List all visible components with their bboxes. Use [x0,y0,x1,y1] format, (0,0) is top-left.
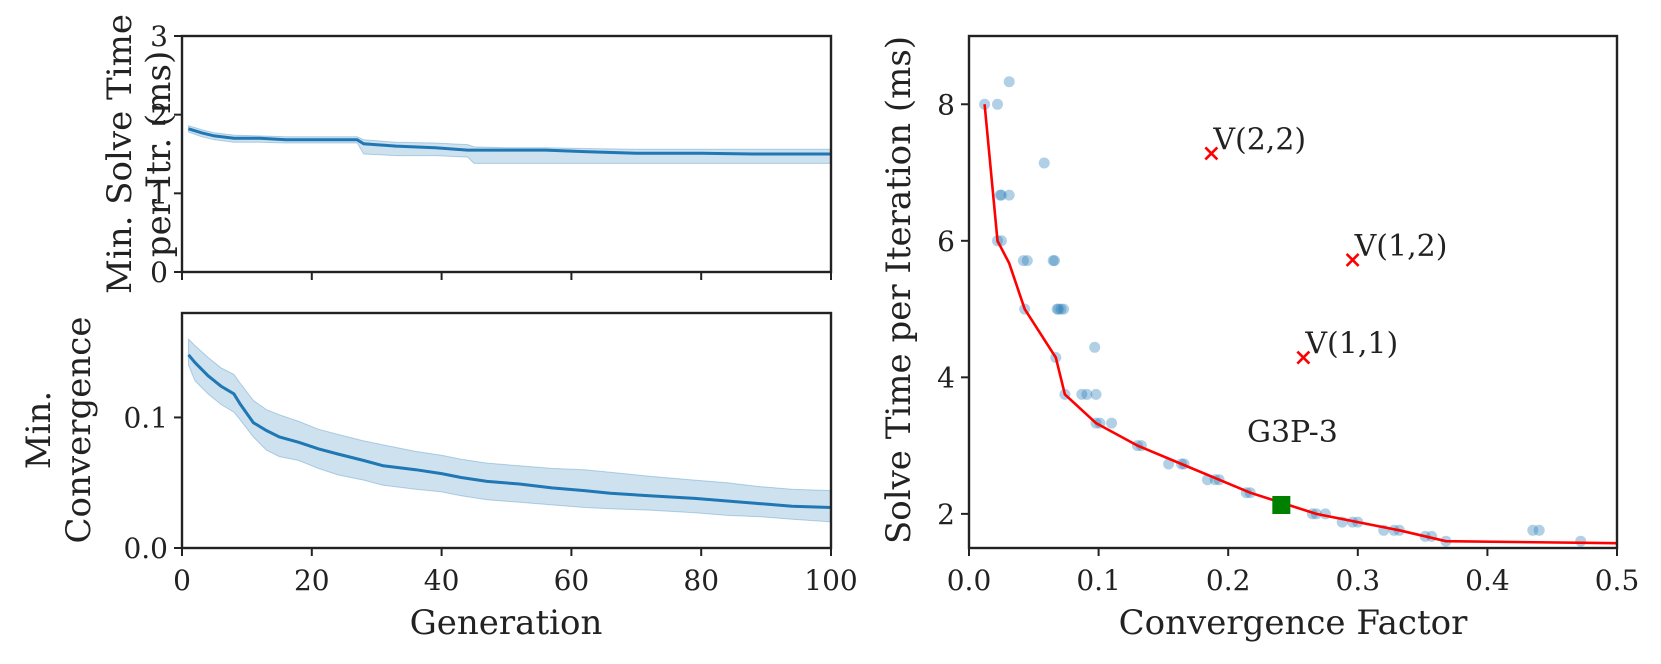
right-xtick-label: 0.4 [1465,564,1510,597]
bottom-axes-ticks: 0 20 40 60 80 100 0.0 0.1 [123,401,857,597]
bottom-axes-frame [180,311,833,550]
scatter-point [1090,388,1102,400]
x-marker-stroke [1204,146,1219,161]
scatter-point [992,98,1003,110]
bottom-ylabel-line2: Convergence [59,317,99,544]
bottom-xtick-label: 60 [554,564,590,597]
scatter-point [1106,417,1118,429]
right-xtick-label: 0.0 [947,564,992,597]
marker-v11: V(1,1) [1296,327,1398,365]
top-axes-ticks: 0 1 2 3 [150,20,832,289]
top-ytick-label: 0 [150,256,168,289]
scatter-point [1527,524,1539,536]
highlight-label: G3P-3 [1247,415,1338,450]
top-axes-frame [180,34,833,274]
bottom-xtick-label: 20 [294,564,330,597]
marker-v22: V(2,2) [1204,122,1306,161]
bottom-xlabel: Generation [410,603,603,643]
scatter-point [1003,76,1015,88]
solve-time-confidence-band [188,125,832,164]
scatter-point [994,189,1006,201]
right-axes-ticks: 0.0 0.1 0.2 0.3 0.4 0.5 2 4 6 8 [937,88,1639,597]
bottom-xtick-label: 80 [683,564,719,597]
right-xtick-label: 0.2 [1206,564,1251,597]
right-axes-frame [967,34,1619,550]
panel-pareto-scatter: V(2,2)V(1,2)V(1,1)G3P-3 0.0 0.1 0.2 0.3 0.4 0… [879,34,1639,643]
bottom-xtick-label: 0 [173,564,191,597]
scatter-point [1003,189,1015,201]
scatter-point [1021,255,1033,267]
right-ytick-label: 4 [937,361,955,394]
scatter-point [1533,524,1545,536]
scatter-point [1163,458,1175,470]
right-xtick-label: 0.5 [1595,564,1640,597]
top-ytick-label: 3 [150,20,168,53]
scatter-point [1038,157,1050,169]
scatter-point [1081,388,1093,400]
convergence-confidence-band [188,337,832,523]
top-ylabel-line2: per Itr. (ms) [139,51,179,257]
scatter-point [1051,303,1063,315]
right-ylabel: Solve Time per Iteration (ms) [879,36,919,544]
scatter-point [1575,535,1587,547]
top-ylabel-line1: Min. Solve Time [100,14,140,294]
bottom-ylabel-line1: Min. [19,391,59,469]
marker-v12: V(1,2) [1345,229,1448,267]
right-ytick-label: 6 [937,225,955,258]
right-xtick-label: 0.3 [1336,564,1381,597]
scatter-point [1047,255,1059,267]
scatter-point [1052,303,1064,315]
pareto-front-line [983,104,1618,545]
marker-label: V(2,2) [1212,122,1306,157]
annotated-markers: V(2,2) V(1,2) V(1,1) G3P-3 [1204,122,1448,514]
bottom-xtick-label: 40 [424,564,460,597]
solve-time-mean-line [188,127,831,156]
convergence-mean-line [187,353,832,509]
x-marker-stroke [1345,252,1360,267]
bottom-xtick-label: 100 [804,564,857,597]
right-xtick-label: 0.1 [1076,564,1121,597]
scatter-point [1049,255,1060,267]
bottom-ytick-label: 0.1 [123,401,168,434]
scatter-point [1076,388,1088,400]
panel-min-solve-time: 0 1 2 3 Min. Solve Time per Itr. (ms) [100,14,833,294]
top-ytick-label: 1 [150,177,168,210]
scatter-point [1017,255,1029,267]
scatter-point [995,189,1007,201]
top-ytick-label: 2 [150,99,168,132]
highlight-square-marker [1272,495,1291,514]
scatter-point [1089,341,1101,353]
marker-label: V(1,2) [1354,229,1448,264]
right-ytick-label: 2 [937,498,955,531]
right-ytick-label: 8 [937,88,955,121]
right-xlabel: Convergence Factor [1119,603,1468,643]
scatter-point [1058,303,1070,315]
marker-label: V(1,1) [1304,327,1398,362]
panel-min-convergence: 0 20 40 60 80 100 0.0 0.1 Min. Convergence Gene… [19,311,858,643]
bottom-ytick-label: 0.0 [123,532,168,565]
x-marker-stroke [1296,350,1311,365]
scatter-point [1055,303,1067,315]
